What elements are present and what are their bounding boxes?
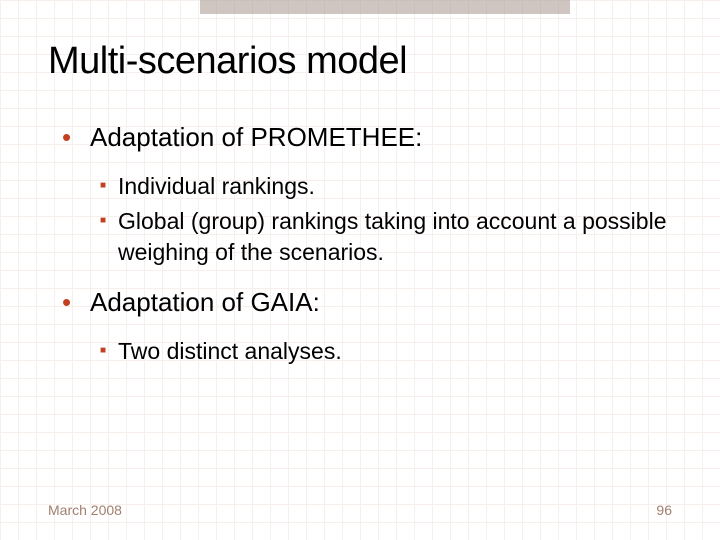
slide-content: Multi-scenarios model Adaptation of PROM… — [0, 0, 720, 540]
list-item: Individual rankings. — [48, 171, 672, 202]
list-item: Global (group) rankings taking into acco… — [48, 206, 672, 268]
list-item: Two distinct analyses. — [48, 336, 672, 367]
section-gap — [48, 272, 672, 286]
slide-title: Multi-scenarios model — [48, 40, 672, 83]
slide-footer: March 2008 96 — [48, 502, 672, 518]
section-heading: Adaptation of PROMETHEE: — [48, 121, 672, 155]
bullet-list: Adaptation of PROMETHEE: Individual rank… — [48, 121, 672, 367]
footer-date: March 2008 — [48, 502, 122, 518]
section-heading: Adaptation of GAIA: — [48, 286, 672, 320]
footer-page-number: 96 — [656, 502, 672, 518]
